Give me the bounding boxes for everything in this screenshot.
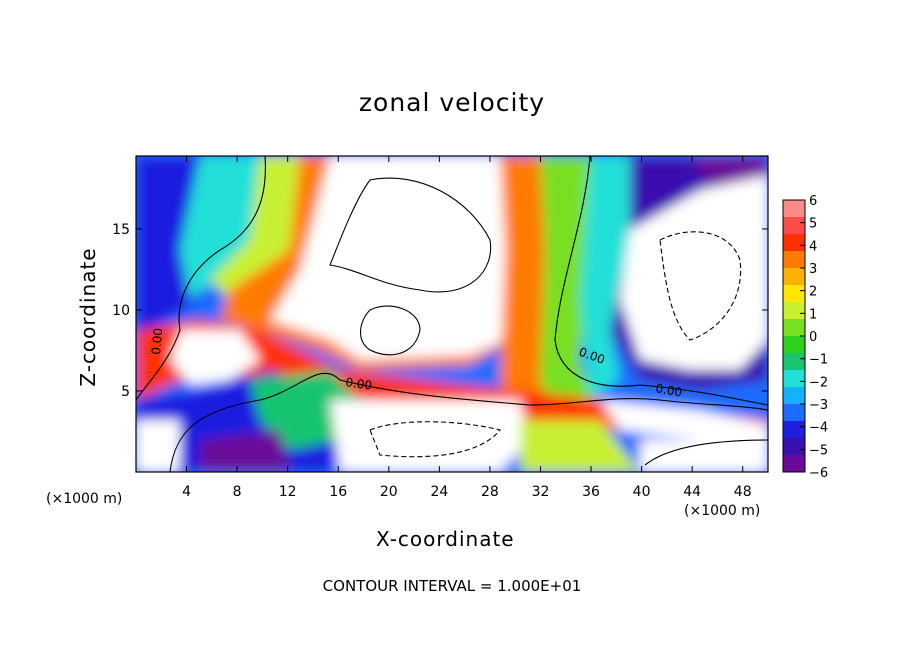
- field-blob-19: [640, 440, 768, 472]
- x-tick-label: 40: [633, 484, 651, 500]
- colorbar-swatch: [783, 319, 805, 337]
- contour-label: 0.00: [654, 381, 683, 399]
- colorbar-tick-label: −5: [809, 443, 828, 458]
- colorbar-swatch: [783, 217, 805, 235]
- colorbar-swatch: [783, 387, 805, 405]
- colorbar-tick-label: −6: [809, 466, 828, 481]
- contour-label: 0.00: [345, 375, 373, 393]
- y-tick-label: 15: [112, 222, 130, 238]
- plot-frame: [135, 155, 769, 473]
- colorbar-swatch: [783, 336, 805, 354]
- field-blob-17: [330, 400, 530, 472]
- x-tick-label: 48: [734, 484, 752, 500]
- colorbar-tick-label: 5: [809, 217, 817, 232]
- colorbar-tick-label: 0: [809, 330, 817, 345]
- colorbar-swatch: [783, 421, 805, 439]
- x-tick-label: 32: [532, 484, 550, 500]
- x-tick-label: 8: [233, 484, 242, 500]
- field-blob-4: [270, 156, 505, 360]
- colorbar-swatch: [783, 404, 805, 422]
- colorbar-tick-label: −1: [809, 353, 828, 368]
- colorbar-swatch: [783, 455, 805, 473]
- field-blob-1: [180, 156, 280, 300]
- x-tick-label: 24: [430, 484, 448, 500]
- contour-line-2: [554, 156, 768, 406]
- x-tick-label: 12: [279, 484, 297, 500]
- colorbar-swatch: [783, 285, 805, 303]
- contour-label: 0.00: [149, 327, 165, 355]
- x-unit-label-right: (×1000 m): [684, 503, 761, 519]
- field-blob-20: [136, 420, 180, 472]
- colorbar-swatch: [783, 438, 805, 456]
- contour-line-4: [360, 305, 421, 356]
- chart-title: zonal velocity: [358, 88, 546, 117]
- colorbar-swatch: [783, 234, 805, 252]
- field-blobs: [136, 156, 768, 472]
- field-blob-12: [170, 330, 260, 385]
- field-blob-9: [690, 156, 768, 200]
- contour-line-0: [136, 156, 266, 401]
- x-tick-label: 28: [481, 484, 499, 500]
- colorbar-swatch: [783, 200, 805, 218]
- x-tick-label: 16: [329, 484, 347, 500]
- field-blob-15: [250, 370, 360, 450]
- colorbar-swatch: [783, 268, 805, 286]
- zero-contours: 0.000.000.000.00: [136, 156, 768, 472]
- colorbar-swatch: [783, 251, 805, 269]
- colorbar-tick-label: −2: [809, 375, 828, 390]
- field-blob-10: [620, 175, 768, 370]
- contour-line-1: [169, 372, 768, 472]
- contour-line-3: [329, 177, 492, 293]
- y-tick-label: 10: [112, 303, 130, 319]
- x-tick-label: 20: [380, 484, 398, 500]
- colorbar-tick-label: −4: [809, 421, 828, 436]
- field-blob-18: [520, 420, 640, 472]
- contour-line-6: [369, 421, 501, 458]
- colorbar-tick-label: 1: [809, 307, 817, 322]
- colorbar-tick-label: 2: [809, 285, 817, 300]
- contour-line-7: [644, 439, 768, 466]
- colorbar-tick-label: 3: [809, 262, 817, 277]
- field-blob-13: [600, 400, 768, 445]
- colorbar-swatch: [783, 353, 805, 371]
- colorbar: 6 5 4 3 2 1 0 −1 −2 −3 −4 −5 −6: [782, 194, 828, 481]
- colorbar-tick-label: −3: [809, 398, 828, 413]
- colorbar-swatch: [783, 370, 805, 388]
- velocity-field: [136, 156, 768, 472]
- x-tick-label: 4: [182, 484, 191, 500]
- y-tick-label: 5: [121, 384, 130, 400]
- x-axis-label: X-coordinate: [376, 527, 515, 551]
- colorbar-tick-label: 4: [809, 239, 817, 254]
- colorbar-tick-label: 6: [809, 194, 817, 209]
- contour-line-5: [659, 231, 742, 341]
- x-tick-label: 36: [582, 484, 600, 500]
- contour-interval-note: CONTOUR INTERVAL = 1.000E+01: [322, 577, 582, 595]
- x-tick-label: 44: [683, 484, 701, 500]
- field-blob-16: [200, 430, 290, 472]
- x-unit-label-left: (×1000 m): [46, 491, 123, 507]
- colorbar-swatch: [783, 302, 805, 320]
